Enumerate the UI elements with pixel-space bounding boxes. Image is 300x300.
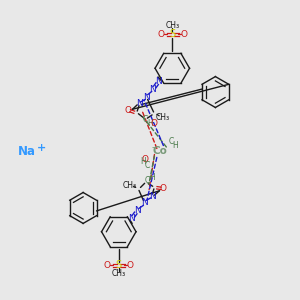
Text: -: -	[151, 142, 155, 152]
Text: S: S	[169, 29, 176, 39]
Text: C: C	[142, 116, 148, 124]
Text: N: N	[128, 214, 135, 223]
Text: N: N	[143, 93, 150, 102]
Text: Co: Co	[153, 146, 168, 157]
Text: N: N	[134, 206, 141, 215]
Text: Na: Na	[18, 145, 36, 158]
Text: O: O	[158, 30, 164, 39]
Text: O: O	[104, 261, 111, 270]
Text: O: O	[151, 119, 158, 128]
Text: H: H	[172, 141, 178, 150]
Text: O: O	[127, 261, 134, 270]
Text: CH₃: CH₃	[156, 113, 170, 122]
Text: S: S	[116, 260, 122, 270]
Text: C: C	[144, 161, 150, 170]
Text: H: H	[149, 173, 155, 182]
Text: O: O	[125, 106, 132, 115]
Text: N: N	[150, 85, 156, 94]
Text: N: N	[155, 77, 162, 86]
Text: N: N	[141, 198, 148, 207]
Text: O: O	[180, 30, 187, 39]
Text: N: N	[149, 192, 155, 201]
Text: N: N	[136, 99, 142, 108]
Text: CH₃: CH₃	[112, 269, 126, 278]
Text: H: H	[140, 158, 146, 166]
Text: +: +	[37, 142, 46, 153]
Text: O: O	[159, 184, 166, 193]
Text: O: O	[141, 155, 148, 164]
Text: H: H	[147, 119, 153, 128]
Text: C: C	[168, 137, 173, 146]
Text: CH₃: CH₃	[165, 21, 179, 30]
Text: C: C	[144, 176, 150, 185]
Text: CH₃: CH₃	[123, 181, 137, 190]
